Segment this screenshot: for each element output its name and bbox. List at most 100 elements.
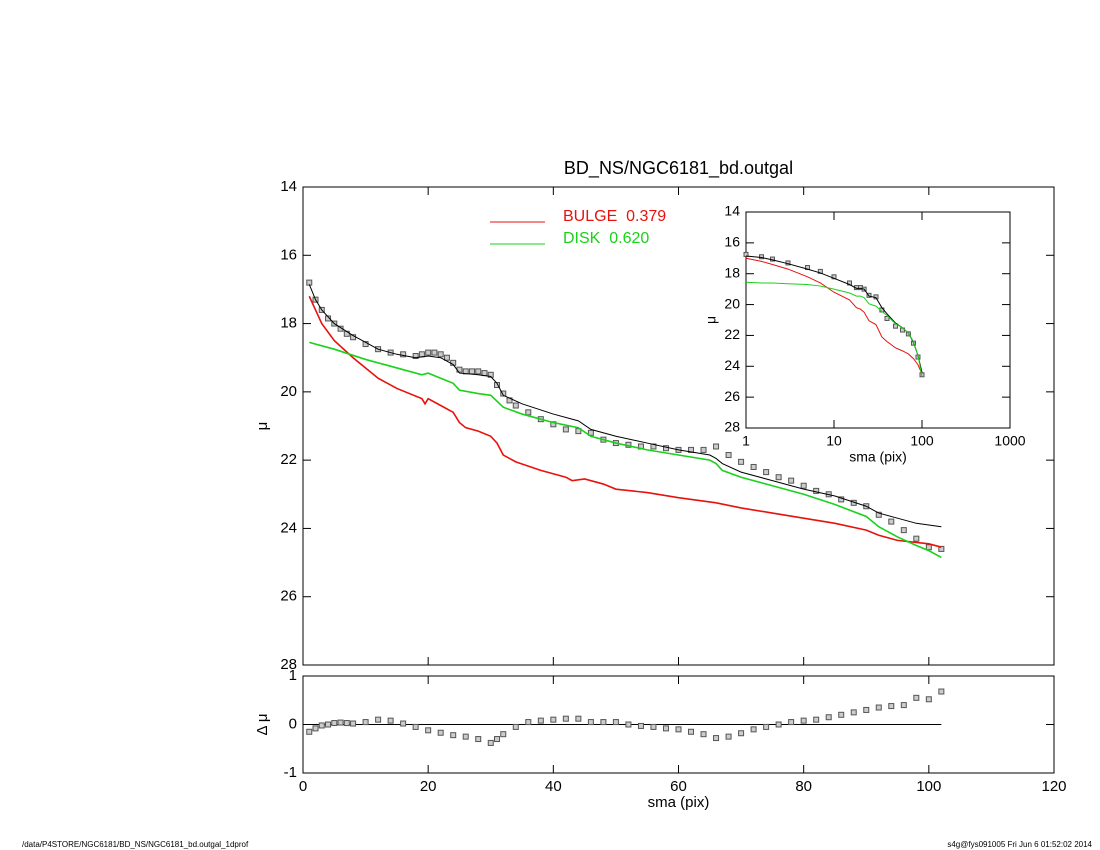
data-point — [713, 735, 720, 742]
data-point — [325, 315, 332, 322]
profile-line — [745, 257, 923, 375]
data-point — [900, 527, 907, 534]
data-point — [688, 728, 695, 735]
data-point — [838, 711, 845, 718]
y-tick-label: 16 — [280, 246, 297, 263]
data-point — [725, 452, 732, 459]
y-tick-label: 18 — [280, 315, 297, 332]
x-tick-label: 60 — [670, 778, 687, 795]
data-point — [462, 733, 469, 740]
data-point — [562, 426, 569, 433]
x-tick-label: 80 — [795, 778, 812, 795]
data-point — [350, 720, 357, 727]
profile-line — [308, 284, 942, 528]
data-point — [800, 482, 807, 489]
profile-line — [308, 295, 942, 548]
data-point — [487, 371, 494, 378]
data-point — [700, 731, 707, 738]
x-tick-label: 100 — [910, 433, 934, 449]
data-point — [425, 349, 432, 356]
data-point — [400, 720, 407, 727]
data-point — [838, 496, 845, 503]
data-point — [763, 723, 770, 730]
data-point — [587, 719, 594, 726]
data-point — [738, 730, 745, 737]
legend-label: DISK 0.620 — [563, 230, 649, 247]
y-tick-label: 26 — [280, 588, 297, 605]
data-point — [525, 719, 532, 726]
data-point — [487, 739, 494, 746]
plot-frame — [302, 186, 1055, 666]
x-tick-label: 0 — [299, 778, 307, 795]
data-point — [375, 716, 382, 723]
y-tick-label: 20 — [724, 295, 740, 311]
data-point — [763, 469, 770, 476]
data-point — [412, 723, 419, 730]
data-point — [562, 715, 569, 722]
data-point — [813, 716, 820, 723]
x-axis-label: sma (pix) — [849, 449, 907, 465]
y-tick-label: 26 — [724, 388, 740, 404]
data-point — [318, 722, 325, 729]
y-axis-label: μ — [254, 422, 271, 431]
data-point — [437, 351, 444, 358]
data-point — [775, 721, 782, 728]
data-point — [312, 725, 319, 732]
x-axis-label: sma (pix) — [648, 794, 710, 811]
data-point — [443, 354, 450, 361]
y-tick-label: 20 — [280, 383, 297, 400]
data-point — [481, 370, 488, 377]
data-point — [875, 704, 882, 711]
data-point — [306, 728, 313, 735]
y-tick-label: 24 — [724, 357, 740, 373]
data-point — [500, 731, 507, 738]
x-tick-label: 40 — [545, 778, 562, 795]
data-point — [450, 732, 457, 739]
profile-line — [745, 255, 923, 373]
data-point — [362, 719, 369, 726]
y-tick-label: 28 — [280, 656, 297, 673]
data-point — [550, 716, 557, 723]
data-point — [713, 443, 720, 450]
data-point — [537, 717, 544, 724]
profile-line — [309, 341, 942, 559]
data-point — [337, 719, 344, 726]
data-point — [412, 353, 419, 360]
data-point — [725, 733, 732, 740]
data-point — [387, 717, 394, 724]
data-point — [650, 723, 657, 730]
data-point — [800, 717, 807, 724]
data-point — [700, 446, 707, 453]
y-tick-label: 14 — [280, 178, 297, 195]
data-point — [938, 688, 945, 695]
x-tick-label: 20 — [420, 778, 437, 795]
data-point — [758, 254, 764, 260]
data-point — [331, 720, 338, 727]
data-point — [418, 351, 425, 358]
data-point — [884, 315, 890, 321]
data-point — [475, 736, 482, 743]
data-point — [750, 726, 757, 733]
data-point — [863, 706, 870, 713]
data-point — [494, 736, 501, 743]
data-point — [900, 702, 907, 709]
data-point — [494, 382, 501, 389]
data-point — [612, 719, 619, 726]
y-tick-label: 0 — [289, 715, 297, 732]
data-point — [400, 351, 407, 358]
y-axis-label: Δ μ — [254, 713, 271, 735]
data-point — [625, 721, 632, 728]
data-point — [600, 719, 607, 726]
data-point — [425, 727, 432, 734]
y-axis-label: μ — [703, 316, 719, 324]
legend-label: BULGE 0.379 — [563, 208, 666, 225]
y-tick-label: 22 — [280, 451, 297, 468]
y-tick-label: 1 — [289, 667, 297, 684]
data-point — [925, 696, 932, 703]
data-point — [512, 402, 519, 409]
data-point — [325, 721, 332, 728]
data-point — [850, 709, 857, 716]
data-point — [675, 726, 682, 733]
data-point — [662, 725, 669, 732]
